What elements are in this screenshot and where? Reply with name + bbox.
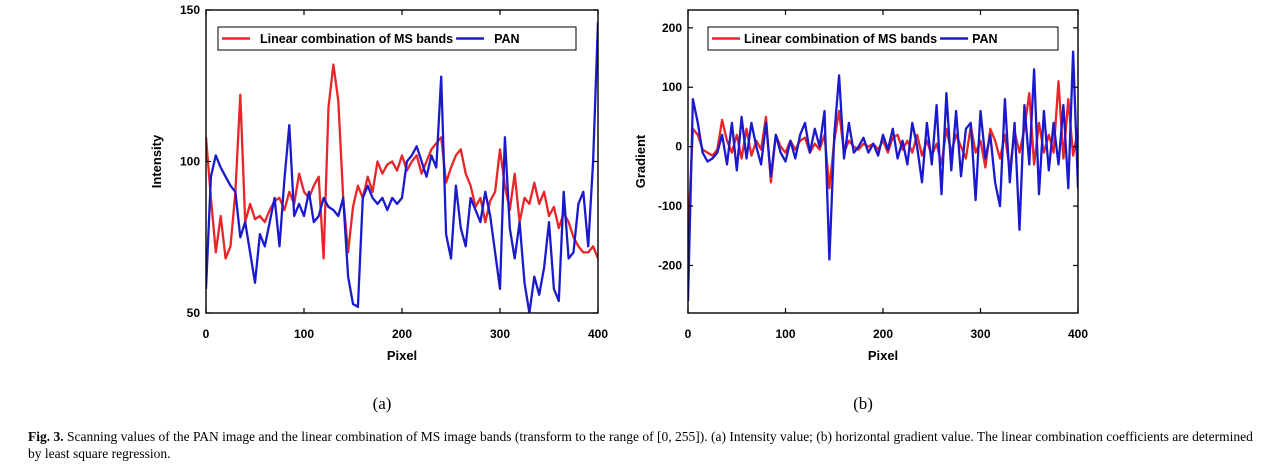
figure: 0 100 200 300 400 50 100 150 Pixel Intensity Linea…: [149, 3, 1088, 413]
legend-label-pan: PAN: [494, 32, 519, 46]
x-tick-label: 300: [970, 327, 990, 341]
series-line-pan: [206, 22, 598, 313]
x-tick-label: 200: [392, 327, 412, 341]
chart-panel-b: 0 100 200 300 400 -200 -100 0 100 200 Pixel Gradien…: [633, 9, 1088, 413]
plot-frame: [205, 9, 599, 314]
y-axis-label: Intensity: [149, 134, 164, 188]
legend: Linear combination of MS bands PAN: [707, 26, 1059, 51]
series-line-ms-combination: [206, 63, 598, 260]
y-tick-label: 100: [180, 155, 200, 169]
x-tick-label: 200: [873, 327, 893, 341]
figure-number: Fig. 3.: [28, 429, 64, 444]
x-tick-label: 400: [1068, 327, 1088, 341]
x-axis-label: Pixel: [868, 348, 898, 363]
legend-box: [217, 26, 577, 51]
legend-label-ms-combination: Linear combination of MS bands: [260, 32, 453, 46]
y-tick-label: -100: [658, 199, 682, 213]
x-axis-label: Pixel: [387, 348, 417, 363]
caption-text: Scanning values of the PAN image and the…: [28, 429, 1253, 461]
plot-frame: [687, 9, 1079, 314]
x-tick-label: 300: [490, 327, 510, 341]
y-tick-label: 100: [662, 80, 682, 94]
x-tick-label: 0: [203, 327, 210, 341]
y-tick-label: 0: [675, 140, 682, 154]
y-tick-label: -200: [658, 258, 682, 272]
y-tick-label: 150: [180, 3, 200, 17]
series-line-pan: [688, 50, 1078, 302]
y-tick-label: 50: [187, 306, 201, 320]
x-tick-label: 100: [775, 327, 795, 341]
y-tick-label: 200: [662, 21, 682, 35]
legend-label-ms-combination: Linear combination of MS bands: [744, 32, 937, 46]
figure-caption: Fig. 3. Scanning values of the PAN image…: [28, 428, 1253, 462]
legend-box: [707, 26, 1059, 51]
y-axis-label: Gradient: [633, 134, 648, 188]
legend: Linear combination of MS bands PAN: [217, 26, 577, 51]
x-tick-label: 0: [685, 327, 692, 341]
chart-panel-a: 0 100 200 300 400 50 100 150 Pixel Intensity Linea…: [149, 3, 608, 413]
legend-label-pan: PAN: [972, 32, 997, 46]
panel-label: (a): [373, 394, 392, 413]
panel-label: (b): [853, 394, 873, 413]
x-tick-label: 100: [294, 327, 314, 341]
x-tick-label: 400: [588, 327, 608, 341]
